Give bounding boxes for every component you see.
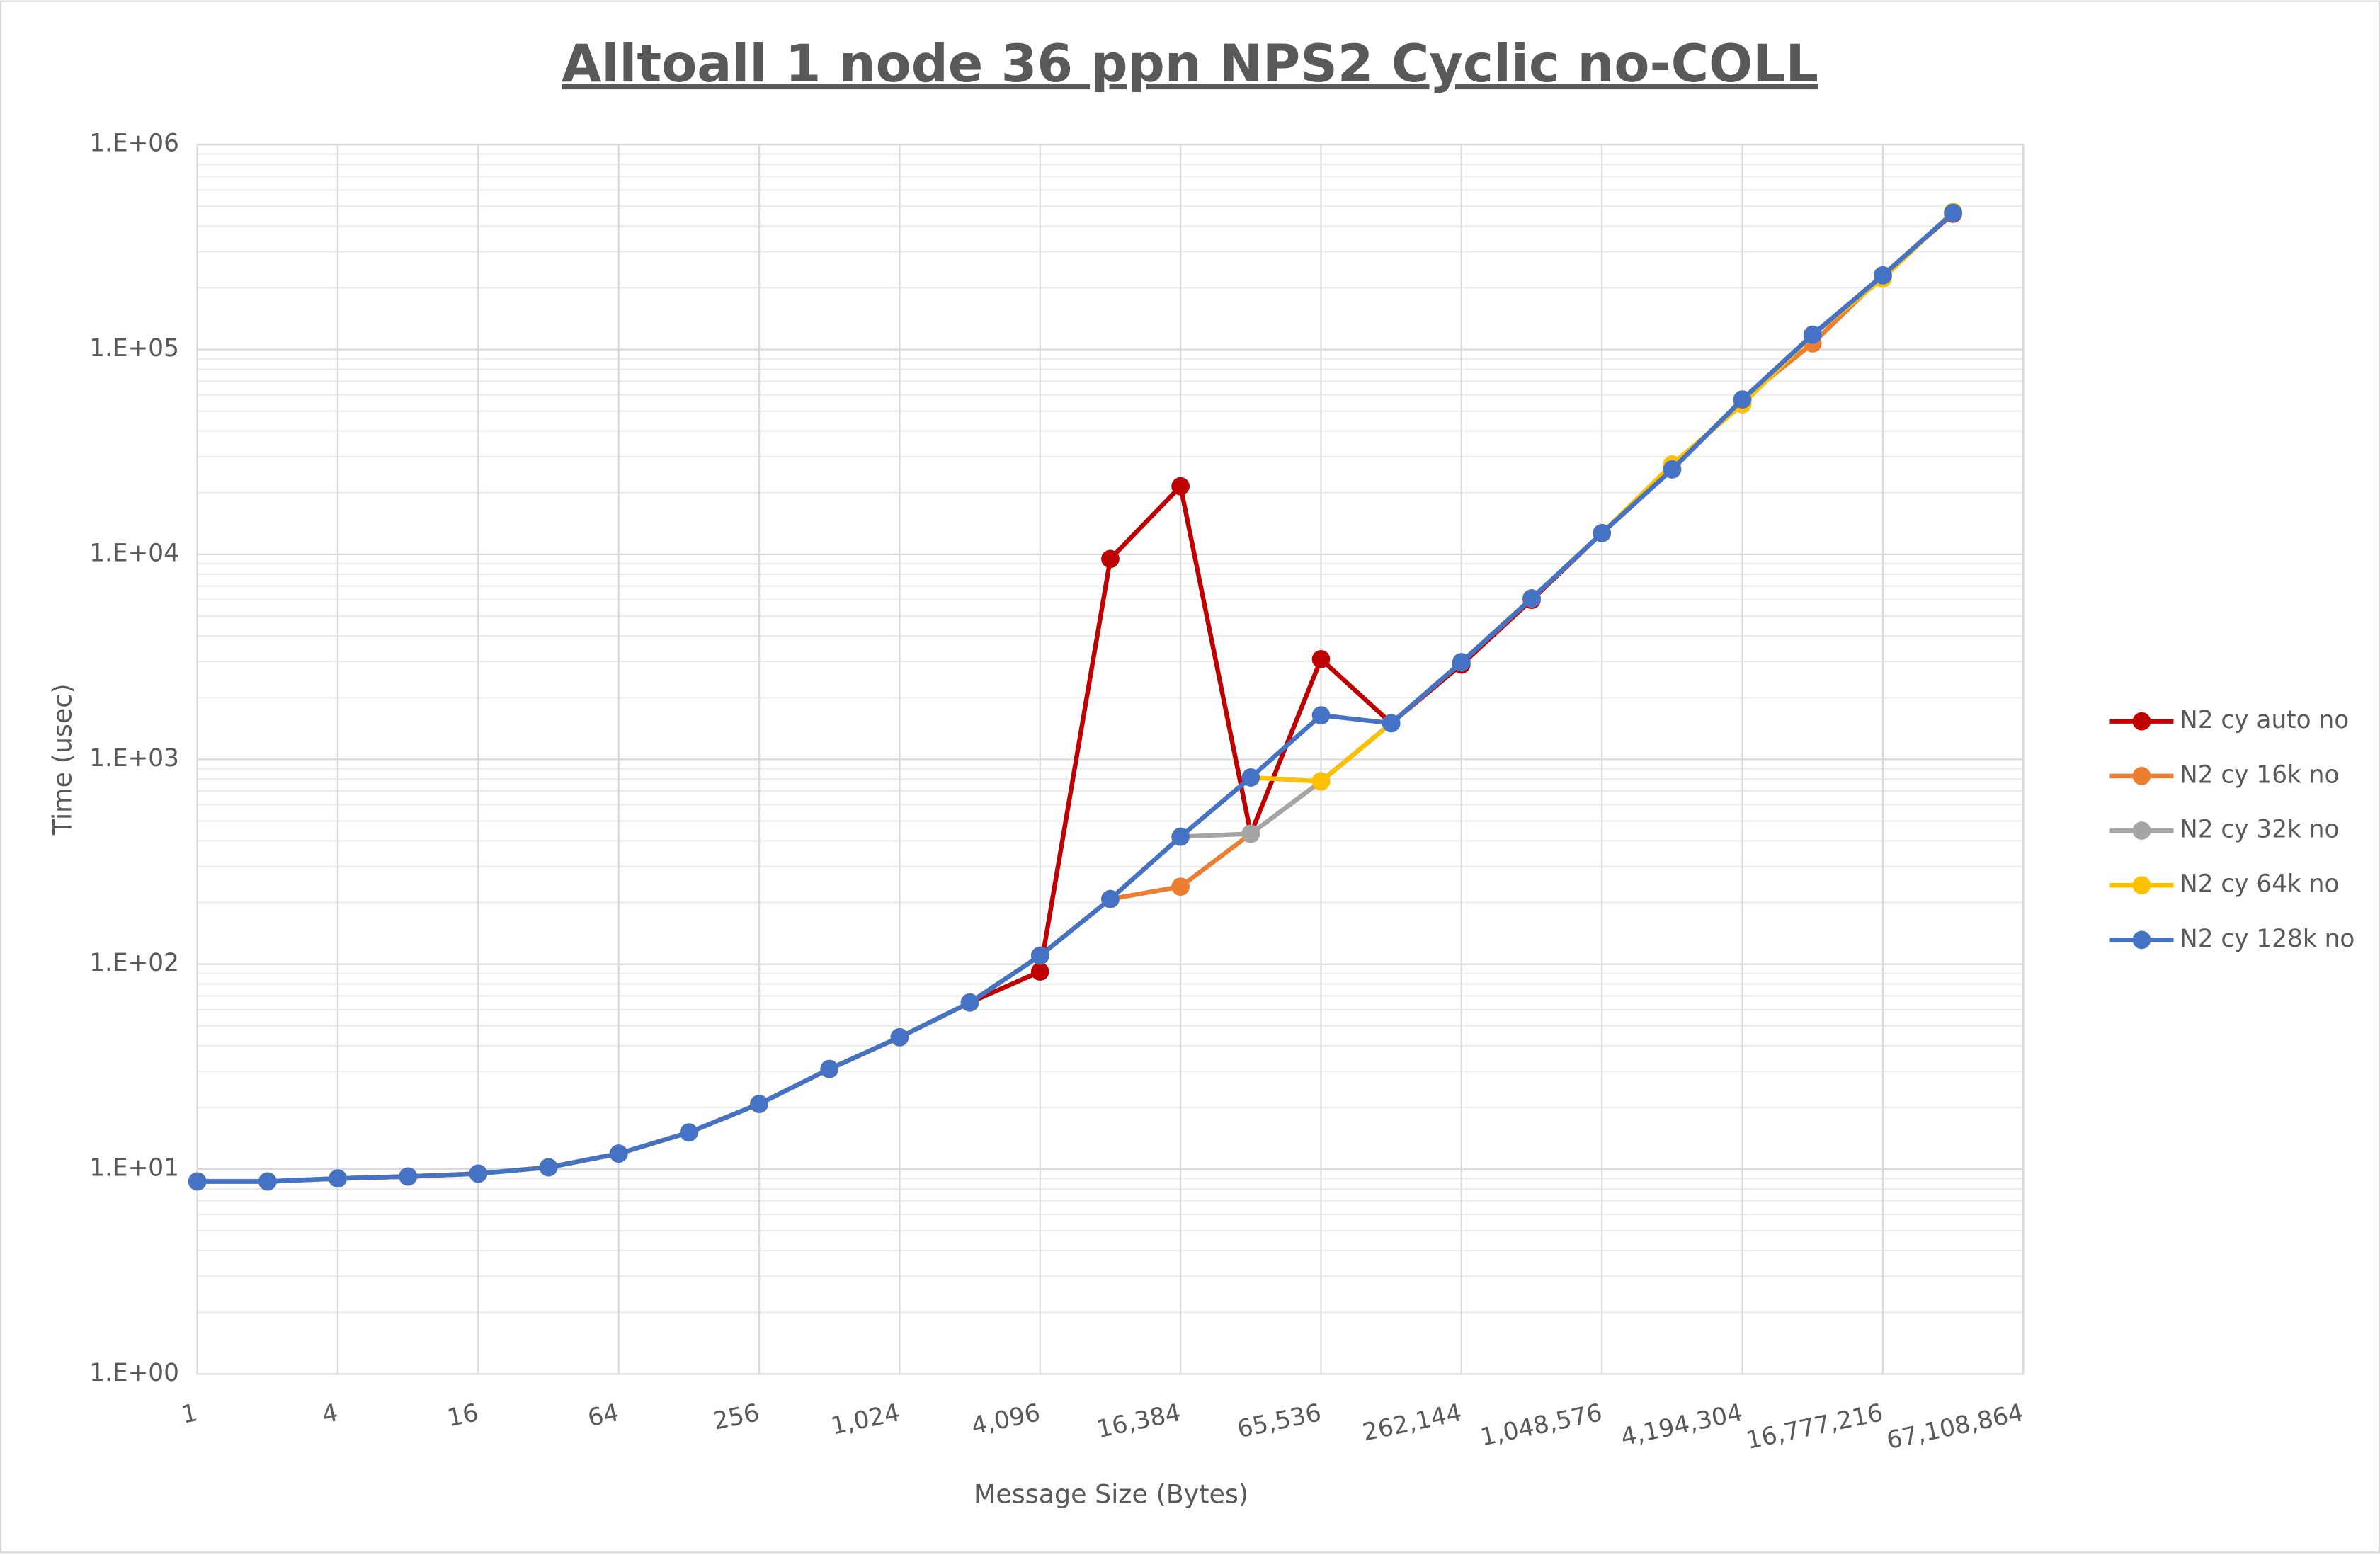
y-tick-label: 1.E+05 — [89, 334, 179, 363]
x-tick-label: 16 — [445, 1399, 481, 1432]
data-point — [1733, 390, 1752, 409]
data-point — [890, 1027, 909, 1047]
data-point — [188, 1172, 207, 1191]
data-point — [1171, 877, 1190, 896]
data-point — [1522, 589, 1541, 608]
data-point — [1593, 524, 1612, 542]
data-point — [1030, 946, 1049, 965]
legend-label: N2 cy 64k no — [2180, 870, 2339, 899]
series-line — [197, 211, 1955, 1184]
legend-marker — [2132, 821, 2151, 840]
data-point — [1311, 706, 1331, 724]
data-point — [539, 1158, 558, 1177]
y-tick-label: 1.E+06 — [89, 130, 179, 158]
data-point — [820, 1059, 839, 1078]
data-point — [1241, 824, 1260, 843]
y-axis-label: Time (usec) — [47, 683, 78, 836]
data-point — [609, 1144, 628, 1163]
y-tick-label: 1.E+04 — [89, 539, 179, 567]
data-point — [1311, 772, 1331, 791]
y-tick-label: 1.E+02 — [89, 949, 179, 977]
data-point — [1101, 889, 1120, 908]
chart-title: Alltoall 1 node 36 ppn NPS2 Cyclic no-CO… — [562, 34, 1818, 94]
data-point — [680, 1123, 698, 1142]
data-point — [329, 1169, 347, 1188]
data-point — [960, 993, 979, 1012]
data-point — [1171, 477, 1190, 496]
data-point — [1382, 714, 1401, 733]
y-tick-label: 1.E+03 — [89, 744, 179, 773]
data-point — [1803, 325, 1822, 344]
y-tick-label: 1.E+01 — [89, 1154, 179, 1183]
data-point — [469, 1164, 488, 1183]
legend-marker — [2132, 766, 2151, 785]
legend-label: N2 cy 16k no — [2180, 761, 2339, 789]
legend-label: N2 cy 128k no — [2180, 925, 2355, 953]
data-point — [399, 1167, 418, 1186]
data-point — [1241, 768, 1260, 787]
legend-marker — [2132, 876, 2151, 895]
data-point — [1874, 266, 1892, 285]
y-tick-label: 1.E+00 — [89, 1359, 179, 1387]
data-point — [1171, 827, 1190, 846]
legend-marker — [2132, 930, 2151, 950]
data-point — [1101, 549, 1120, 569]
legend-label: N2 cy auto no — [2180, 706, 2349, 734]
data-point — [1663, 460, 1682, 479]
data-point — [258, 1172, 277, 1191]
legend-marker — [2132, 712, 2151, 731]
x-tick-label: 64 — [586, 1399, 622, 1432]
data-point — [750, 1095, 768, 1113]
data-point — [1030, 962, 1049, 981]
data-point — [1311, 650, 1331, 668]
legend-label: N2 cy 32k no — [2180, 816, 2339, 844]
data-point — [1944, 203, 1962, 222]
data-point — [1452, 653, 1471, 671]
plot-border — [196, 144, 2025, 1375]
x-axis-label: Message Size (Bytes) — [974, 1479, 1248, 1509]
